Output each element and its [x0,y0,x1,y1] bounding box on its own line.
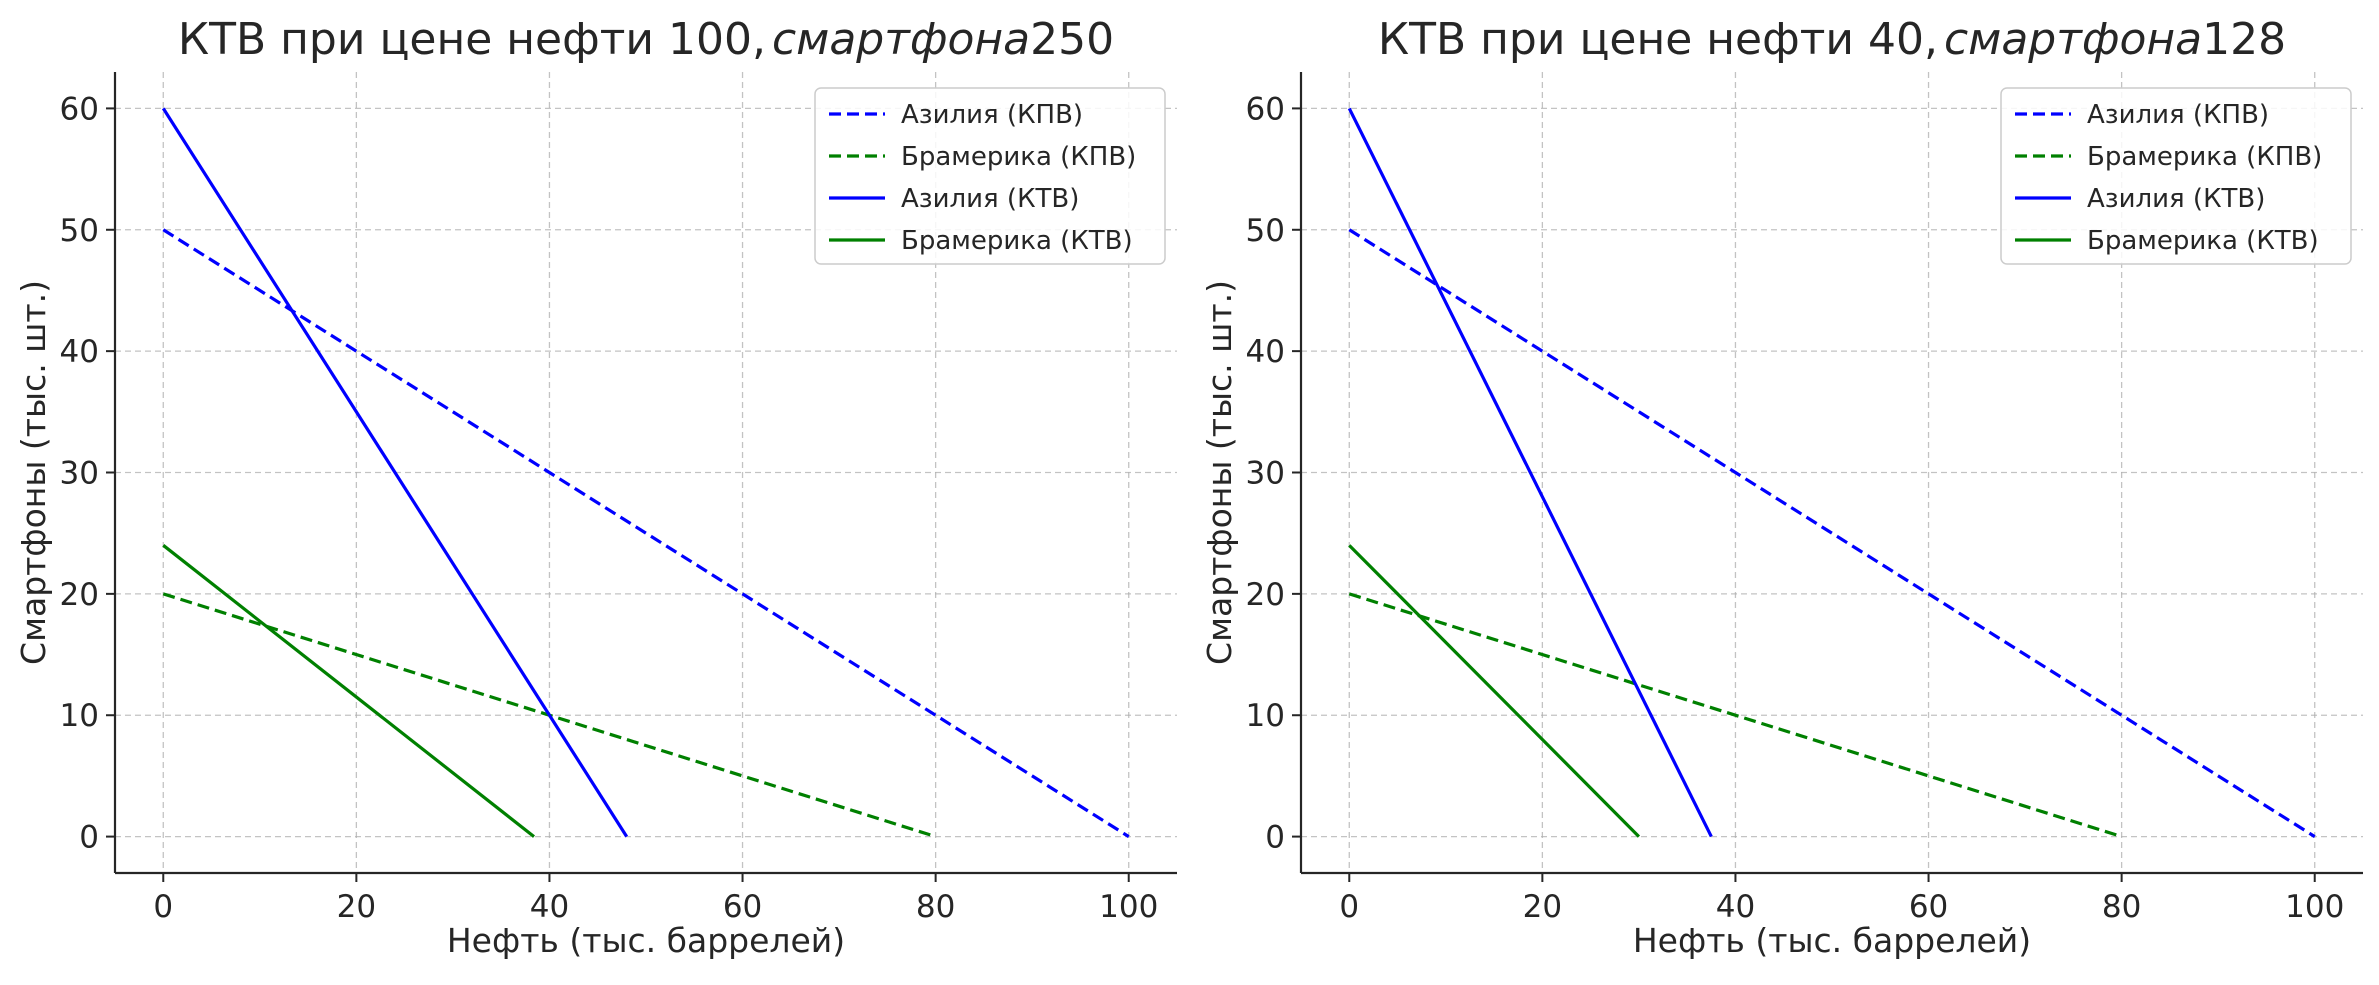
series-line-2 [1348,592,2123,839]
x-tick-label: 0 [153,889,173,925]
x-axis-label: Нефть (тыс. баррелей) [1633,921,2031,960]
y-tick-label: 30 [1246,456,1285,492]
x-tick-label: 100 [2285,889,2344,925]
x-tick-label: 40 [530,889,569,925]
y-tick-label: 10 [1246,698,1285,734]
legend-label-1: Азилия (КПВ) [2087,100,2269,130]
legend-label-1: Азилия (КПВ) [901,100,1083,130]
chart-panel-2: 0 20 40 60 80 100 0 10 20 30 40 50 60 КТВ при цене не… [1200,14,2363,960]
legend-frame [814,87,1166,265]
series-line-4 [1348,544,1641,838]
y-tick-label: 0 [79,820,99,856]
x-axis-label: Нефть (тыс. баррелей) [447,921,845,960]
y-tick-label: 40 [1246,334,1285,370]
chart-title-tail: 250 [1030,14,1114,65]
chart-title: КТВ при цене нефти 40, смартфона128 [1378,14,2286,65]
chart-title: КТВ при цене нефти 100, смартфона250 [178,14,1114,65]
legend-label-3: Азилия (КТВ) [901,184,1079,214]
chart-title-italic: смартфона [772,14,1030,65]
x-tick-label: 20 [337,889,376,925]
series-line-1 [1348,228,2316,838]
legend-label-2: Брамерика (КПВ) [2087,142,2322,172]
chart-title-tail: 128 [2202,14,2286,65]
y-tick-label: 0 [1265,820,1285,856]
x-tick-label: 20 [1523,889,1562,925]
y-tick-label: 60 [60,91,99,127]
series-line-4 [162,544,535,838]
legend-label-4: Брамерика (КТВ) [2087,226,2319,256]
y-tick-label: 50 [1246,213,1285,249]
y-axis-label: Смартфоны (тыс. шт.) [1200,280,1239,665]
x-tick-label: 80 [2102,889,2141,925]
legend-label-2: Брамерика (КПВ) [901,142,1136,172]
chart-title-main: КТВ при цене нефти 40, [1378,14,1938,65]
series-line-1 [162,228,1130,838]
x-tick-label: 40 [1716,889,1755,925]
y-axis-label: Смартфоны (тыс. шт.) [14,280,53,665]
legend-frame [2000,87,2352,265]
x-tick-label: 60 [1909,889,1948,925]
y-tick-label: 40 [60,334,99,370]
y-tick-label: 20 [60,577,99,613]
legend-label-4: Брамерика (КТВ) [901,226,1133,256]
legend-label-3: Азилия (КТВ) [2087,184,2265,214]
y-tick-label: 10 [60,698,99,734]
x-tick-label: 100 [1099,889,1158,925]
legend: Азилия (КПВ) Брамерика (КПВ) Азилия (КТВ) Б… [814,87,1166,265]
chart-panel-1: 0 20 40 60 80 100 0 10 20 30 40 50 60 КТВ при цене не… [14,14,1177,960]
series-line-3 [161,107,629,838]
y-tick-label: 30 [60,456,99,492]
chart-title-main: КТВ при цене нефти 100, [178,14,766,65]
y-tick-label: 60 [1246,91,1285,127]
y-tick-label: 20 [1246,577,1285,613]
x-tick-label: 60 [723,889,762,925]
legend: Азилия (КПВ) Брамерика (КПВ) Азилия (КТВ) Б… [2000,87,2352,265]
chart-title-italic: смартфона [1944,14,2202,65]
x-tick-label: 0 [1339,889,1359,925]
x-tick-label: 80 [916,889,955,925]
series-line-3 [1347,107,1713,838]
y-tick-label: 50 [60,213,99,249]
